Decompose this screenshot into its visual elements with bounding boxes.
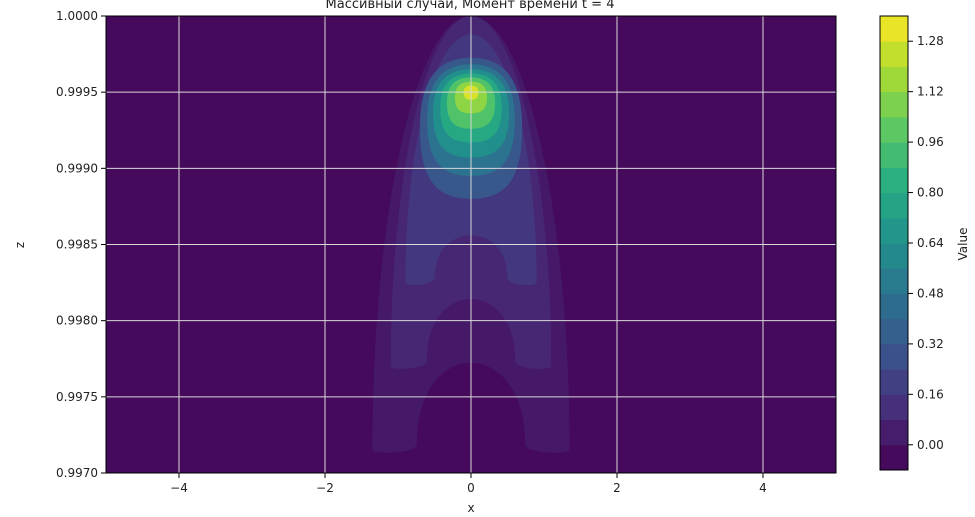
colorbar-tick-label: 1.28 bbox=[917, 34, 944, 48]
y-tick-label: 0.9995 bbox=[56, 85, 98, 99]
colorbar-tick-label: 0.64 bbox=[917, 236, 944, 250]
x-tick-label: 0 bbox=[467, 481, 475, 495]
colorbar-band bbox=[880, 243, 908, 269]
x-tick-label: 2 bbox=[613, 481, 621, 495]
colorbar-band bbox=[880, 343, 908, 370]
x-axis-label: x bbox=[467, 501, 474, 515]
colorbar: 0.00 0.16 0.32 0.48 0.64 0.80 0.96 1.12 1.28 bbox=[879, 15, 944, 471]
colorbar-band bbox=[880, 394, 908, 421]
y-axis-label: z bbox=[13, 242, 27, 248]
chart-title: Массивный случай, Момент времени t = 4 bbox=[326, 0, 615, 12]
colorbar-band bbox=[880, 444, 908, 471]
colorbar-band bbox=[880, 16, 908, 42]
y-tick-label: 1.0000 bbox=[56, 9, 98, 23]
y-tick-label: 0.9970 bbox=[56, 466, 98, 480]
colorbar-tick-label: 1.12 bbox=[917, 85, 944, 99]
colorbar-band bbox=[880, 167, 908, 194]
colorbar-tick-label: 0.96 bbox=[917, 135, 944, 149]
x-tick-label: 4 bbox=[759, 481, 767, 495]
grid-lines bbox=[106, 15, 836, 474]
colorbar-band bbox=[880, 192, 908, 219]
y-tick-label: 0.9975 bbox=[56, 390, 98, 404]
colorbar-tick-label: 0.80 bbox=[917, 186, 944, 200]
colorbar-band bbox=[880, 419, 908, 446]
y-tick-label: 0.9990 bbox=[56, 161, 98, 175]
colorbar-band bbox=[880, 66, 908, 93]
colorbar-tick-label: 0.48 bbox=[917, 286, 944, 300]
colorbar-band bbox=[880, 116, 908, 143]
colorbar-band bbox=[880, 41, 908, 67]
colorbar-band bbox=[880, 217, 908, 244]
y-axis: 0.9970 0.9975 0.9980 0.9985 0.9990 0.9995 1.00… bbox=[56, 9, 106, 480]
colorbar-label: Value bbox=[956, 228, 970, 261]
colorbar-band bbox=[880, 268, 908, 294]
colorbar-band bbox=[880, 318, 908, 345]
x-tick-label: −4 bbox=[170, 481, 188, 495]
x-axis: −4 −2 0 2 4 bbox=[170, 473, 767, 495]
colorbar-band bbox=[880, 142, 908, 168]
x-tick-label: −2 bbox=[316, 481, 334, 495]
colorbar-band bbox=[880, 293, 908, 320]
colorbar-band bbox=[880, 369, 908, 395]
colorbar-band bbox=[880, 91, 908, 118]
y-tick-label: 0.9980 bbox=[56, 314, 98, 328]
colorbar-tick-label: 0.32 bbox=[917, 337, 944, 351]
y-tick-label: 0.9985 bbox=[56, 238, 98, 252]
colorbar-tick-label: 0.00 bbox=[917, 438, 944, 452]
colorbar-tick-label: 0.16 bbox=[917, 387, 944, 401]
